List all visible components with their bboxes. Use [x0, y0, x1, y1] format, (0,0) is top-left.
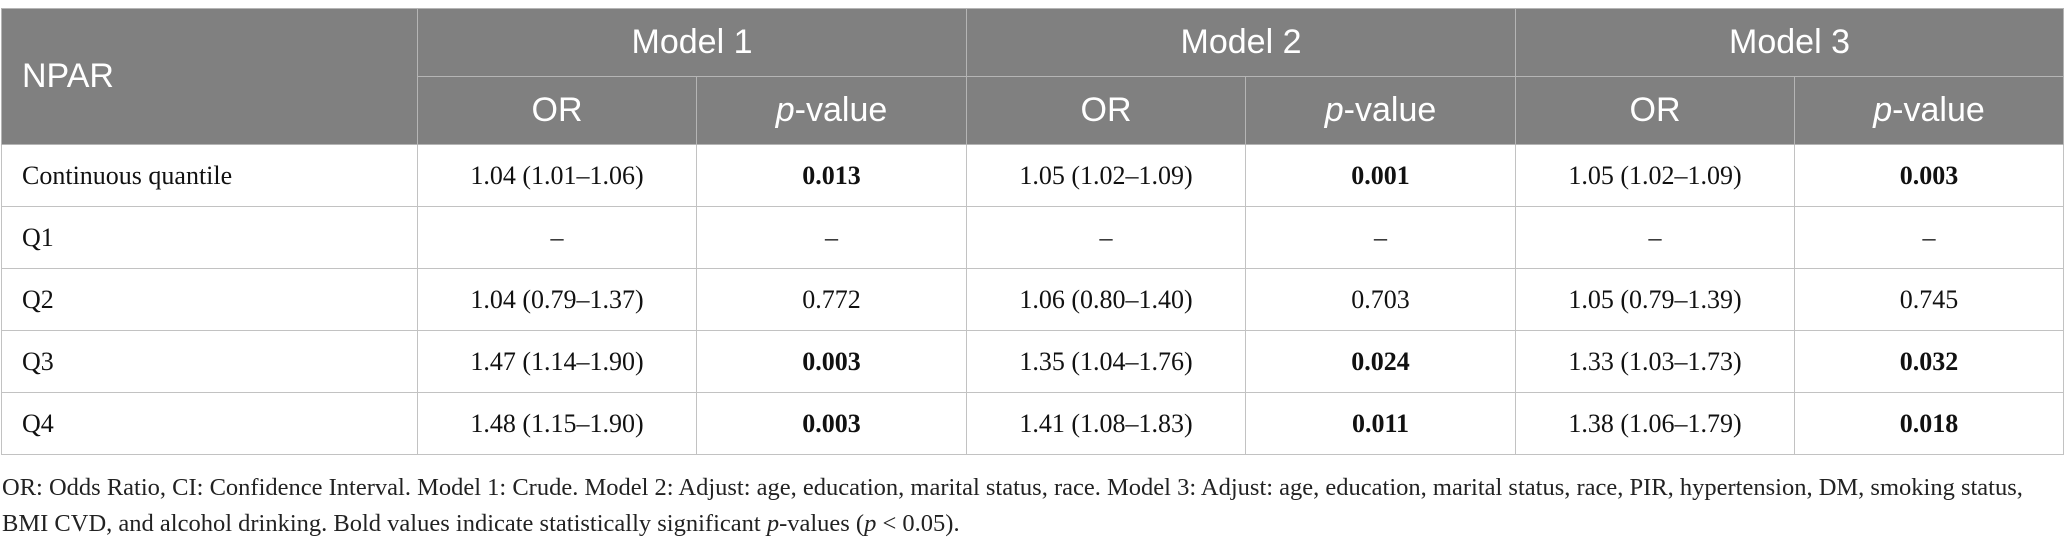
model-1-header: Model 1 [417, 8, 967, 77]
or-cell: 1.04 (0.79–1.37) [417, 268, 697, 331]
p-value-cell: 0.032 [1794, 330, 2064, 393]
or-header: OR [417, 76, 697, 145]
footnote-p-italic: p [766, 510, 780, 537]
footnote-main: OR: Odds Ratio, CI: Confidence Interval.… [2, 474, 2023, 537]
p-value-cell: 0.003 [696, 330, 967, 393]
or-cell: 1.05 (1.02–1.09) [1515, 144, 1795, 207]
p-value-cell: 0.013 [696, 144, 967, 207]
p-value-cell: 0.001 [1245, 144, 1516, 207]
or-header: OR [966, 76, 1246, 145]
header-row-models: NPAR Model 1 Model 2 Model 3 [1, 8, 2064, 145]
row-label: Q4 [1, 392, 418, 455]
or-cell: 1.33 (1.03–1.73) [1515, 330, 1795, 393]
or-header: OR [1515, 76, 1795, 145]
table-row: Q3 1.47 (1.14–1.90) 0.003 1.35 (1.04–1.76) 0… [1, 330, 2064, 393]
or-cell: 1.38 (1.06–1.79) [1515, 392, 1795, 455]
table-row: Q1– – – – – – [1, 206, 2064, 269]
value-suffix: -value [1892, 91, 1985, 129]
p-value-cell: 0.703 [1245, 268, 1516, 331]
or-cell: 1.41 (1.08–1.83) [966, 392, 1246, 455]
or-cell: – [1515, 206, 1795, 269]
table-header: NPAR Model 1 Model 2 Model 3 OR p-value … [1, 8, 2064, 145]
value-suffix: -value [1343, 91, 1437, 129]
or-cell: – [966, 206, 1246, 269]
or-cell: 1.05 (1.02–1.09) [966, 144, 1246, 207]
table-row: Q4 1.48 (1.15–1.90) 0.003 1.41 (1.08–1.83) 0… [1, 392, 2064, 455]
p-italic: p [1873, 91, 1893, 129]
p-italic: p [775, 91, 795, 129]
table-body: Continuous quantile 1.04 (1.01–1.06) 0.013… [1, 144, 2064, 455]
or-cell: 1.47 (1.14–1.90) [417, 330, 697, 393]
p-value-cell: 0.003 [1794, 144, 2064, 207]
p-value-cell: 0.772 [696, 268, 967, 331]
corner-header-npar: NPAR [1, 8, 418, 145]
model-3-header: Model 3 [1515, 8, 2064, 77]
p-value-cell: 0.024 [1245, 330, 1516, 393]
row-label: Continuous quantile [1, 144, 418, 207]
or-cell: 1.04 (1.01–1.06) [417, 144, 697, 207]
p-value-cell: – [696, 206, 967, 269]
value-suffix: -value [794, 91, 888, 129]
or-cell: 1.35 (1.04–1.76) [966, 330, 1246, 393]
results-table: NPAR Model 1 Model 2 Model 3 OR p-value … [1, 8, 2064, 455]
row-label: Q3 [1, 330, 418, 393]
or-cell: 1.06 (0.80–1.40) [966, 268, 1246, 331]
results-table-container: NPAR Model 1 Model 2 Model 3 OR p-value … [0, 8, 2068, 455]
p-value-cell: 0.003 [696, 392, 967, 455]
p-value-header: p-value [696, 76, 967, 145]
p-value-cell: – [1245, 206, 1516, 269]
p-value-cell: 0.011 [1245, 392, 1516, 455]
p-value-cell: 0.018 [1794, 392, 2064, 455]
footnote-mid: -values ( [779, 510, 865, 537]
model-2-header: Model 2 [966, 8, 1516, 77]
header-row-subcolumns: OR p-value OR p-value OR p-value [2, 76, 2064, 145]
p-value-cell: 0.745 [1794, 268, 2064, 331]
or-cell: 1.05 (0.79–1.39) [1515, 268, 1795, 331]
footnote-end: < 0.05). [876, 510, 960, 537]
p-value-header: p-value [1245, 76, 1516, 145]
or-cell: – [417, 206, 697, 269]
p-italic: p [1324, 91, 1344, 129]
table-row: Continuous quantile 1.04 (1.01–1.06) 0.013… [1, 144, 2064, 207]
row-label: Q2 [1, 268, 418, 331]
p-value-header: p-value [1794, 76, 2064, 145]
row-label: Q1 [1, 206, 418, 269]
table-footnote: OR: Odds Ratio, CI: Confidence Interval.… [2, 470, 2062, 542]
or-cell: 1.48 (1.15–1.90) [417, 392, 697, 455]
table-row: Q2 1.04 (0.79–1.37) 0.772 1.06 (0.80–1.40) 0… [1, 268, 2064, 331]
p-value-cell: – [1794, 206, 2064, 269]
footnote-p-italic: p [864, 510, 877, 537]
